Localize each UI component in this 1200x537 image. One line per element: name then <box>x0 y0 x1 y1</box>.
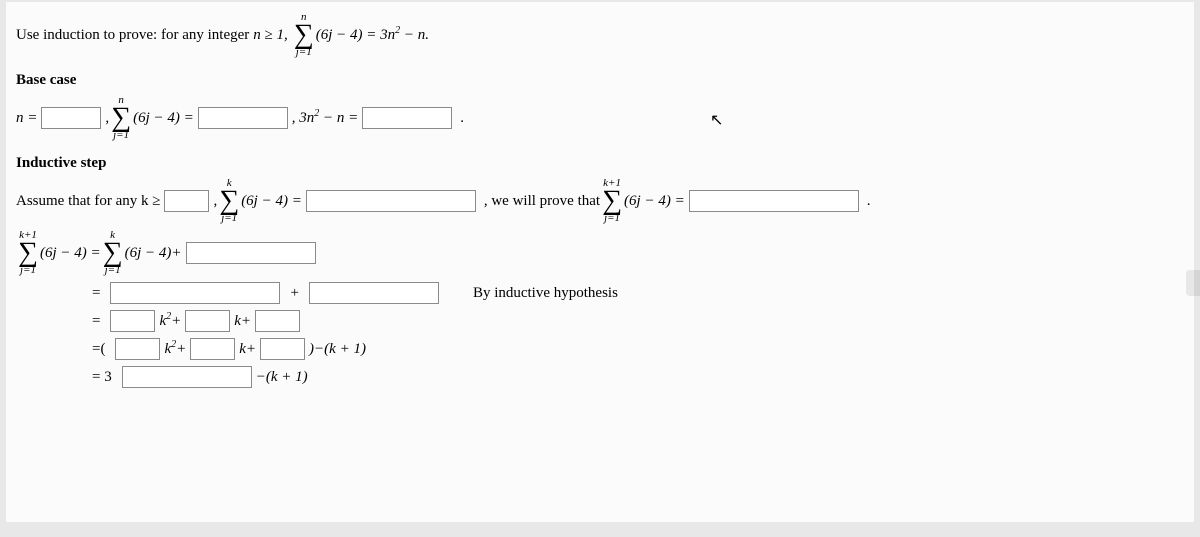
base-case-heading: Base case <box>16 72 1184 89</box>
dot-1: . <box>456 110 468 127</box>
sigma-icon: k ∑ j=1 <box>219 178 239 224</box>
problem-cond: n ≥ 1, <box>253 27 287 44</box>
scroll-hint-icon <box>1186 270 1200 296</box>
eq-3: = <box>86 313 106 330</box>
sigma-icon: k+1 ∑ j=1 <box>18 230 38 276</box>
n-equals: n = <box>16 110 37 127</box>
blank-goal[interactable] <box>689 190 859 212</box>
eq-2: = <box>86 285 106 302</box>
sigma-icon: k ∑ j=1 <box>103 230 123 276</box>
problem-prefix: Use induction to prove: for any integer <box>16 27 249 44</box>
sigma-icon: k+1 ∑ j=1 <box>602 178 622 224</box>
problem-statement: Use induction to prove: for any integer … <box>16 12 1184 58</box>
blank-base-rhs[interactable] <box>362 107 452 129</box>
work-rhs: (6j − 4)+ <box>125 245 182 262</box>
kp-4: k+ <box>239 341 256 358</box>
work-line-5: = 3 −(k + 1) <box>16 366 1184 388</box>
assume-line: Assume that for any k ≥ , k ∑ j=1 (6j − … <box>16 178 1184 224</box>
hyp-note: By inductive hypothesis <box>473 285 618 302</box>
work-line-1: k+1 ∑ j=1 (6j − 4) = k ∑ j=1 (6j − 4)+ <box>16 230 1184 276</box>
prove-text: , we will prove that <box>484 193 600 210</box>
eq-5: = 3 <box>86 369 118 386</box>
blank-k-lower[interactable] <box>164 190 209 212</box>
base-case-line: n = , n ∑ j=1 (6j − 4) = , 3n2 − n = . <box>16 95 1184 141</box>
blank-line3-a[interactable] <box>110 310 155 332</box>
blank-line4-a[interactable] <box>115 338 160 360</box>
blank-ih[interactable] <box>306 190 476 212</box>
comma-2: , <box>213 193 217 210</box>
work-line-3: = k2+ k+ <box>16 310 1184 332</box>
tail-5: −(k + 1) <box>256 369 308 386</box>
kp-3: k+ <box>234 313 251 330</box>
assume-text: Assume that for any k ≥ <box>16 193 160 210</box>
blank-line5-a[interactable] <box>122 366 252 388</box>
tail-4: )−(k + 1) <box>309 341 366 358</box>
dot-2: . <box>863 193 875 210</box>
work-line-4: =( k2+ k+ )−(k + 1) <box>16 338 1184 360</box>
work-line-2: = + By inductive hypothesis <box>16 282 1184 304</box>
blank-line2-b[interactable] <box>309 282 439 304</box>
blank-line2-a[interactable] <box>110 282 280 304</box>
plus-2: + <box>284 285 304 302</box>
comma-1: , <box>105 110 109 127</box>
blank-line3-b[interactable] <box>185 310 230 332</box>
sigma-icon: n ∑ j=1 <box>111 95 131 141</box>
eq-4: =( <box>86 341 111 358</box>
sigma-glyph: ∑ <box>294 23 314 47</box>
sum-lower: j=1 <box>296 47 312 58</box>
blank-extra-term[interactable] <box>186 242 316 264</box>
blank-n[interactable] <box>41 107 101 129</box>
base-rhs: , 3n2 − n = <box>292 110 359 127</box>
k2-4: k2+ <box>164 341 186 358</box>
ind-summand: (6j − 4) = <box>241 193 302 210</box>
blank-line4-b[interactable] <box>190 338 235 360</box>
k2-3: k2+ <box>159 313 181 330</box>
blank-base-sum[interactable] <box>198 107 288 129</box>
problem-summand: (6j − 4) = 3n2 − n. <box>316 27 429 44</box>
inductive-step-heading: Inductive step <box>16 155 1184 172</box>
ind-summand-2: (6j − 4) = <box>624 193 685 210</box>
blank-line3-c[interactable] <box>255 310 300 332</box>
work-lhs: (6j − 4) = <box>40 245 101 262</box>
blank-line4-c[interactable] <box>260 338 305 360</box>
worksheet: Use induction to prove: for any integer … <box>6 2 1194 522</box>
base-summand: (6j − 4) = <box>133 110 194 127</box>
sigma-icon: n ∑ j=1 <box>294 12 314 58</box>
